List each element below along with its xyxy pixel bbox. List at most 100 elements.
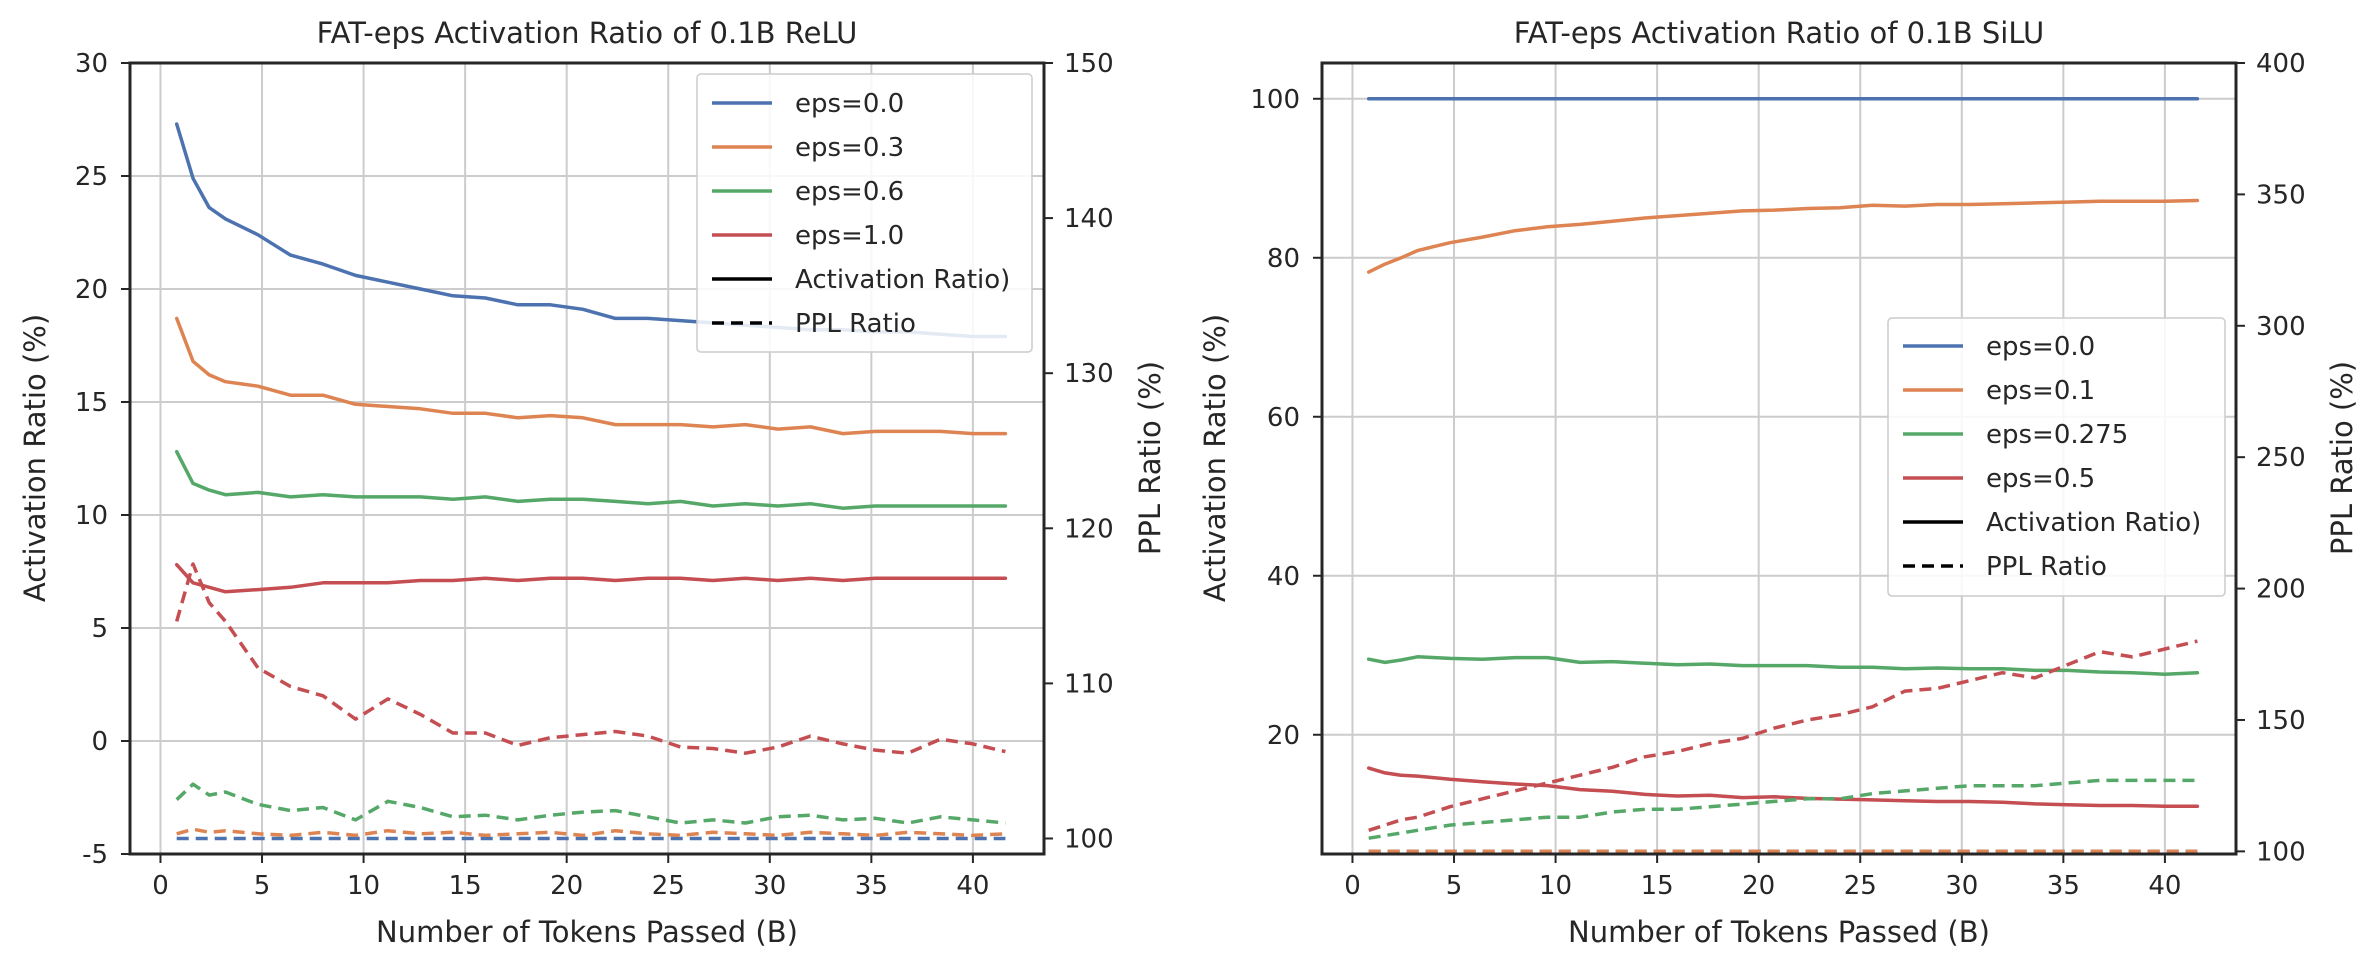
- relu-chart-panel: 0 5 10 15 20 25 30 35 40 -5 0 5 10 15 20 25 30 100 110 12…: [18, 16, 1167, 949]
- y-tick-label: 40: [1267, 562, 1300, 592]
- series-line-eps0.6-activation: [174, 449, 1008, 510]
- legend-entry: eps=0.1: [1903, 376, 2095, 406]
- y2-tick-label: 300: [2256, 312, 2306, 342]
- x-tick-label: 40: [2148, 871, 2181, 901]
- legend-label: PPL Ratio: [1986, 552, 2107, 582]
- y-tick-label: 5: [91, 614, 108, 644]
- x-tick-label: 0: [152, 871, 169, 901]
- series-line-eps0.1-activation: [1366, 198, 2200, 274]
- y-tick-labels: 20 40 60 80 100: [1250, 85, 1322, 751]
- y2-tick-label: 100: [1064, 824, 1114, 854]
- y2-tick-label: 120: [1064, 514, 1114, 544]
- legend-box: [1887, 317, 2226, 597]
- y-tick-label: 30: [75, 49, 108, 79]
- y2-axis-label: PPL Ratio (%): [1133, 361, 1167, 555]
- y-tick-label: 10: [75, 501, 108, 531]
- y-tick-label: -5: [82, 840, 108, 870]
- x-tick-label: 30: [753, 871, 786, 901]
- x-tick-label: 5: [1446, 871, 1463, 901]
- y2-axis-label: PPL Ratio (%): [2325, 361, 2359, 555]
- legend-entry: eps=0.0: [1903, 332, 2095, 362]
- legend-label: eps=0.3: [795, 133, 904, 163]
- legend-box: [696, 73, 1033, 353]
- series-lines: [174, 122, 1008, 841]
- x-tick-label: 15: [449, 871, 482, 901]
- y-tick-label: 0: [91, 727, 108, 757]
- x-tick-label: 20: [1742, 871, 1775, 901]
- plot-frame: [128, 61, 1046, 856]
- series-line-eps0.3-activation: [174, 316, 1008, 436]
- y2-tick-labels: 100 150 200 250 300 350 400: [2236, 49, 2306, 867]
- y2-tick-label: 130: [1064, 359, 1114, 389]
- legend: eps=0.0 eps=0.1 eps=0.275 eps=0.5 Activa…: [1887, 317, 2226, 597]
- legend-label: eps=0.0: [1986, 332, 2095, 362]
- legend-entry: Activation Ratio): [1903, 508, 2201, 538]
- legend-label: Activation Ratio): [795, 265, 1010, 295]
- legend-entry: eps=0.3: [712, 133, 904, 163]
- x-tick-label: 25: [1844, 871, 1877, 901]
- series-line-eps0.3-ppl: [176, 827, 1006, 838]
- legend-entry: PPL Ratio: [1903, 552, 2107, 582]
- legend-entry: eps=0.0: [712, 89, 904, 119]
- legend-entry: eps=1.0: [712, 221, 904, 251]
- chart-title: FAT-eps Activation Ratio of 0.1B ReLU: [317, 16, 858, 50]
- legend-entry: Activation Ratio): [712, 265, 1010, 295]
- x-axis-label: Number of Tokens Passed (B): [1568, 915, 1990, 949]
- x-tick-label: 35: [2047, 871, 2080, 901]
- x-tick-label: 5: [254, 871, 271, 901]
- plot-frame: [1320, 61, 2238, 856]
- y2-tick-label: 110: [1064, 669, 1114, 699]
- legend-label: eps=0.0: [795, 89, 904, 119]
- legend-label: eps=1.0: [795, 221, 904, 251]
- y2-tick-label: 140: [1064, 204, 1114, 234]
- legend-label: eps=0.1: [1986, 376, 2095, 406]
- y2-tick-label: 150: [2256, 706, 2306, 736]
- series-line-eps0.275-ppl: [1368, 778, 2198, 840]
- y-tick-label: 20: [75, 275, 108, 305]
- series-lines: [1366, 97, 2200, 854]
- y2-tick-label: 400: [2256, 49, 2306, 79]
- y-tick-labels: -5 0 5 10 15 20 25 30: [75, 49, 130, 870]
- y-axis-label: Activation Ratio (%): [18, 314, 52, 602]
- silu-chart-panel: 0 5 10 15 20 25 30 35 40 20 40 60 80 100 100 150 200 25…: [1198, 16, 2359, 949]
- series-line-eps0.5-ppl: [1368, 639, 2198, 832]
- series-line-eps1.0-ppl: [175, 562, 1006, 755]
- legend-entry: PPL Ratio: [712, 309, 916, 339]
- legend-label: eps=0.275: [1986, 420, 2128, 450]
- x-tick-label: 40: [956, 871, 989, 901]
- x-tick-label: 10: [1539, 871, 1572, 901]
- chart-title: FAT-eps Activation Ratio of 0.1B SiLU: [1514, 16, 2045, 50]
- x-tick-label: 10: [347, 871, 380, 901]
- legend-entry: eps=0.275: [1903, 420, 2128, 450]
- y2-tick-labels: 100 110 120 130 140 150: [1044, 49, 1114, 854]
- y-tick-label: 15: [75, 388, 108, 418]
- y-tick-label: 100: [1250, 85, 1300, 115]
- series-line-eps1.0-activation: [174, 562, 1008, 594]
- x-tick-label: 30: [1945, 871, 1978, 901]
- y-tick-label: 60: [1267, 403, 1300, 433]
- y-tick-label: 20: [1267, 721, 1300, 751]
- y2-tick-label: 250: [2256, 443, 2306, 473]
- legend: eps=0.0 eps=0.3 eps=0.6 eps=1.0 Activati…: [696, 73, 1033, 353]
- x-tick-label: 25: [652, 871, 685, 901]
- y2-tick-label: 100: [2256, 837, 2306, 867]
- legend-label: eps=0.5: [1986, 464, 2095, 494]
- series-line-eps0.5-activation: [1366, 766, 2200, 809]
- x-tick-labels: 0 5 10 15 20 25 30 35 40: [1344, 854, 2181, 901]
- x-tick-label: 15: [1641, 871, 1674, 901]
- x-axis-label: Number of Tokens Passed (B): [376, 915, 798, 949]
- y-axis-label: Activation Ratio (%): [1198, 314, 1232, 602]
- x-tick-labels: 0 5 10 15 20 25 30 35 40: [152, 854, 989, 901]
- y2-tick-label: 150: [1064, 49, 1114, 79]
- y2-tick-label: 350: [2256, 180, 2306, 210]
- legend-label: Activation Ratio): [1986, 508, 2201, 538]
- x-tick-label: 35: [855, 871, 888, 901]
- y2-tick-label: 200: [2256, 575, 2306, 605]
- series-line-eps0.6-ppl: [175, 782, 1006, 825]
- legend-label: PPL Ratio: [795, 309, 916, 339]
- legend-label: eps=0.6: [795, 177, 904, 207]
- x-tick-label: 0: [1344, 871, 1361, 901]
- y-tick-label: 25: [75, 162, 108, 192]
- y-tick-label: 80: [1267, 244, 1300, 274]
